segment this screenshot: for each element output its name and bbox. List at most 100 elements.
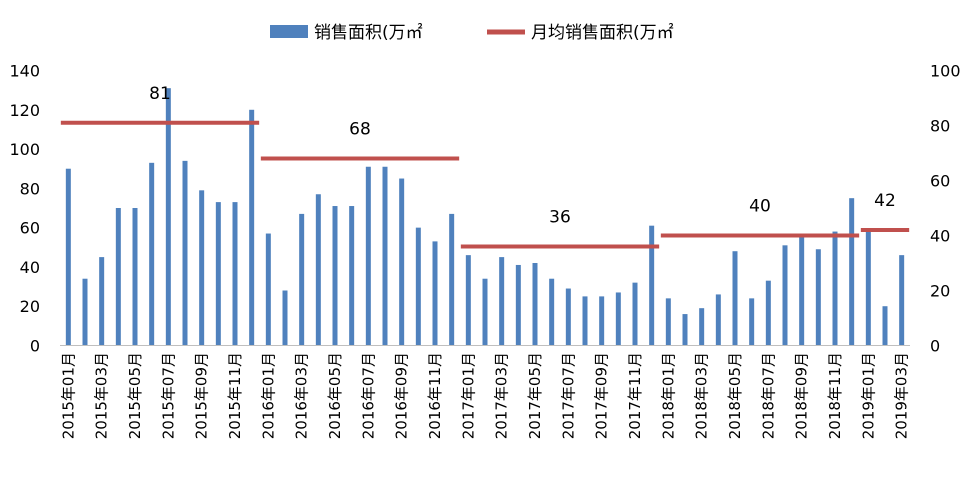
average-label: 81 <box>149 84 171 104</box>
bar <box>599 296 605 346</box>
left-tick-label: 40 <box>20 258 40 277</box>
bar <box>665 298 671 346</box>
x-tick-label: 2015年07月 <box>159 352 177 439</box>
x-tick-label: 2018年11月 <box>826 352 844 439</box>
x-tick-label: 2017年07月 <box>559 352 577 439</box>
average-label: 36 <box>549 208 571 228</box>
bar <box>282 290 288 346</box>
right-tick-label: 80 <box>930 117 950 136</box>
bar <box>849 198 855 346</box>
left-tick-label: 120 <box>9 101 40 120</box>
left-tick-label: 60 <box>20 219 40 238</box>
left-tick-label: 100 <box>9 140 40 159</box>
x-tick-label: 2016年09月 <box>393 352 411 439</box>
bar <box>532 263 538 346</box>
bar <box>715 294 721 346</box>
bar <box>782 245 788 346</box>
bar <box>899 255 905 346</box>
bar <box>882 306 888 346</box>
bar <box>182 160 188 346</box>
bar <box>99 257 105 346</box>
bar <box>799 237 805 346</box>
bar <box>365 166 371 346</box>
bar <box>165 88 171 346</box>
x-tick-label: 2018年05月 <box>726 352 744 439</box>
bar <box>582 296 588 346</box>
bar <box>549 278 555 346</box>
bar <box>482 278 488 346</box>
bar <box>382 166 388 346</box>
legend-bar-label: 销售面积(万㎡ <box>314 23 423 43</box>
x-tick-label: 2017年03月 <box>493 352 511 439</box>
bar <box>149 162 155 346</box>
bar <box>132 208 138 346</box>
bar <box>399 178 405 346</box>
bar <box>65 168 71 346</box>
bar <box>232 202 238 346</box>
bar <box>699 308 705 346</box>
average-lines: 81 68 36 40 42 <box>60 84 910 249</box>
bar <box>515 264 521 346</box>
right-tick-label: 40 <box>930 227 950 246</box>
legend-line-label: 月均销售面积(万㎡ <box>531 23 674 43</box>
x-tick-label: 2018年09月 <box>793 352 811 439</box>
bar <box>249 109 255 346</box>
right-tick-label: 0 <box>930 337 940 356</box>
right-axis: 0 20 40 60 80 100 <box>930 62 961 356</box>
average-label: 42 <box>874 191 896 211</box>
bar <box>332 206 338 346</box>
bar <box>115 208 121 346</box>
bar <box>832 231 838 346</box>
x-tick-label: 2016年05月 <box>326 352 344 439</box>
bar <box>315 194 321 346</box>
x-tick-label: 2015年03月 <box>93 352 111 439</box>
x-tick-label: 2015年05月 <box>126 352 144 439</box>
x-tick-label: 2018年01月 <box>659 352 677 439</box>
bar <box>215 202 221 346</box>
left-tick-label: 80 <box>20 179 40 198</box>
x-tick-label: 2016年11月 <box>426 352 444 439</box>
bar <box>299 213 305 346</box>
bar <box>765 280 771 346</box>
bar <box>465 255 471 346</box>
bar <box>82 278 88 346</box>
bar <box>865 229 871 346</box>
x-axis: 2015年01月 2015年03月 2015年05月 2015年07月 2015年09月… <box>59 352 910 439</box>
bar <box>415 227 421 346</box>
left-axis: 0 20 40 60 80 100 120 140 <box>9 62 40 356</box>
x-tick-label: 2018年07月 <box>759 352 777 439</box>
x-tick-label: 2016年07月 <box>359 352 377 439</box>
x-tick-label: 2015年09月 <box>193 352 211 439</box>
x-tick-label: 2017年09月 <box>593 352 611 439</box>
left-tick-label: 140 <box>9 62 40 81</box>
legend: 销售面积(万㎡ 月均销售面积(万㎡ <box>270 23 674 43</box>
bar <box>732 251 738 346</box>
bar <box>199 190 205 346</box>
bar <box>815 249 821 346</box>
x-tick-label: 2015年11月 <box>226 352 244 439</box>
x-tick-label: 2019年03月 <box>893 352 911 439</box>
left-tick-label: 0 <box>30 337 40 356</box>
x-tick-label: 2017年01月 <box>459 352 477 439</box>
right-tick-label: 20 <box>930 282 950 301</box>
bar <box>565 288 571 346</box>
average-label: 68 <box>349 120 371 140</box>
bar <box>432 241 438 346</box>
average-label: 40 <box>749 197 771 217</box>
bar <box>265 233 271 346</box>
bar <box>349 206 355 346</box>
x-tick-label: 2018年03月 <box>693 352 711 439</box>
x-tick-label: 2017年05月 <box>526 352 544 439</box>
bar <box>615 292 621 346</box>
legend-bar-swatch <box>270 25 308 38</box>
right-tick-label: 100 <box>930 62 961 81</box>
bar <box>449 213 455 346</box>
x-tick-label: 2017年11月 <box>626 352 644 439</box>
x-tick-label: 2016年01月 <box>259 352 277 439</box>
left-tick-label: 20 <box>20 297 40 316</box>
bar <box>682 314 688 346</box>
bar-series <box>65 88 905 346</box>
bar <box>749 298 755 346</box>
bar <box>632 282 638 346</box>
